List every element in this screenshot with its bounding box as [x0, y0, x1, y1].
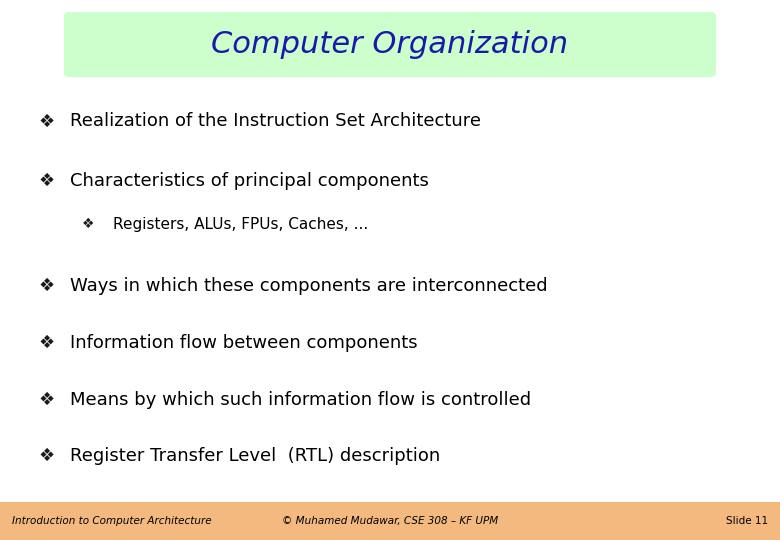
Text: ❖: ❖ — [39, 112, 55, 131]
Text: Ways in which these components are interconnected: Ways in which these components are inter… — [70, 277, 548, 295]
Text: ❖: ❖ — [82, 217, 94, 231]
Text: Characteristics of principal components: Characteristics of principal components — [70, 172, 429, 190]
Text: ❖: ❖ — [39, 277, 55, 295]
Text: Registers, ALUs, FPUs, Caches, ...: Registers, ALUs, FPUs, Caches, ... — [113, 217, 368, 232]
Text: Introduction to Computer Architecture: Introduction to Computer Architecture — [12, 516, 211, 526]
Bar — [0, 502, 780, 540]
Text: ❖: ❖ — [39, 172, 55, 190]
Text: Realization of the Instruction Set Architecture: Realization of the Instruction Set Archi… — [70, 112, 481, 131]
Text: Means by which such information flow is controlled: Means by which such information flow is … — [70, 390, 531, 409]
Text: Computer Organization: Computer Organization — [211, 30, 569, 59]
Text: © Muhamed Mudawar, CSE 308 – KF UPM: © Muhamed Mudawar, CSE 308 – KF UPM — [282, 516, 498, 526]
Text: Register Transfer Level  (RTL) description: Register Transfer Level (RTL) descriptio… — [70, 447, 441, 465]
FancyBboxPatch shape — [64, 12, 716, 77]
Text: ❖: ❖ — [39, 334, 55, 352]
Text: ❖: ❖ — [39, 447, 55, 465]
Text: Information flow between components: Information flow between components — [70, 334, 418, 352]
Text: Slide 11: Slide 11 — [726, 516, 768, 526]
Text: ❖: ❖ — [39, 390, 55, 409]
